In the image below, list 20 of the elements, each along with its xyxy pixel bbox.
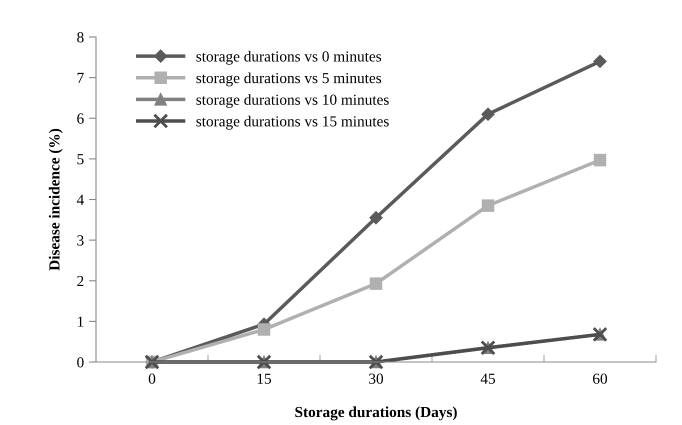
x-axis-title: Storage durations (Days) <box>295 406 457 420</box>
y-tick-label: 1 <box>78 316 84 327</box>
y-tick-label: 3 <box>77 235 84 246</box>
legend-label: storage durations vs 15 minutes <box>196 116 389 130</box>
x-tick-label: 30 <box>369 374 384 384</box>
legend-label: storage durations vs 10 minutes <box>196 94 389 108</box>
y-tick-label: 2 <box>77 276 84 286</box>
y-tick-label: 0 <box>77 357 84 368</box>
x-tick-label: 15 <box>258 374 272 384</box>
x-tick-label: 60 <box>593 374 608 384</box>
y-tick-label: 7 <box>78 72 84 83</box>
y-tick-label: 6 <box>77 113 84 124</box>
y-axis-title: Disease incidence (%) <box>48 128 63 271</box>
legend-label: storage durations vs 5 minutes <box>196 72 382 86</box>
x-tick-label: 0 <box>148 374 156 384</box>
x-tick-label: 45 <box>480 374 496 384</box>
y-tick-label: 4 <box>76 194 84 205</box>
legend-label: storage durations vs 0 minutes <box>196 50 382 65</box>
y-tick-label: 8 <box>77 32 84 42</box>
y-tick-label: 5 <box>77 154 84 164</box>
